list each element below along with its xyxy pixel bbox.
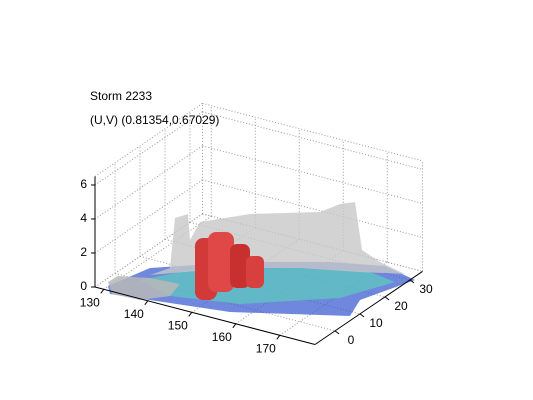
tick-mark xyxy=(144,300,149,306)
x-tick-label: 150 xyxy=(168,318,188,332)
x-tick-label: 160 xyxy=(212,330,232,344)
grid-line xyxy=(94,145,203,220)
tick-mark xyxy=(409,279,415,284)
red-surface xyxy=(246,256,264,288)
grid-line xyxy=(202,179,423,238)
grid-line xyxy=(94,179,203,254)
tick-mark xyxy=(359,313,365,318)
chart-subtitle: (U,V) (0.81354,0.67029) xyxy=(90,113,219,127)
tick-mark xyxy=(232,323,237,329)
grid-line xyxy=(202,145,423,204)
box-edge xyxy=(202,102,423,162)
tick-mark xyxy=(384,296,390,301)
z-tick-label: 0 xyxy=(80,279,87,293)
z-tick-label: 4 xyxy=(80,211,87,225)
y-tick-label: 10 xyxy=(369,316,383,330)
tick-mark xyxy=(276,334,281,340)
y-tick-label: 20 xyxy=(394,299,408,313)
x-tick-label: 130 xyxy=(80,295,100,309)
red-surface xyxy=(230,244,250,288)
red-surface xyxy=(208,232,234,292)
x-tick-label: 170 xyxy=(256,341,276,355)
tick-mark xyxy=(100,288,105,294)
grid-line xyxy=(202,111,423,170)
x-tick-label: 140 xyxy=(124,307,144,321)
z-tick-label: 6 xyxy=(80,177,87,191)
z-tick-label: 2 xyxy=(80,245,87,259)
tick-mark xyxy=(334,330,340,335)
isosurfaces xyxy=(108,202,415,316)
x-axis xyxy=(94,286,316,345)
chart-title: Storm 2233 xyxy=(90,89,152,103)
y-axis xyxy=(314,270,423,345)
box-edge xyxy=(94,102,203,177)
gray-surface-left xyxy=(108,276,180,300)
y-tick-label: 30 xyxy=(419,282,433,296)
grid-line xyxy=(114,272,336,332)
y-tick-label: 0 xyxy=(348,333,355,347)
tick-mark xyxy=(188,311,193,317)
grid-line xyxy=(202,213,423,272)
grid-line xyxy=(94,111,203,186)
